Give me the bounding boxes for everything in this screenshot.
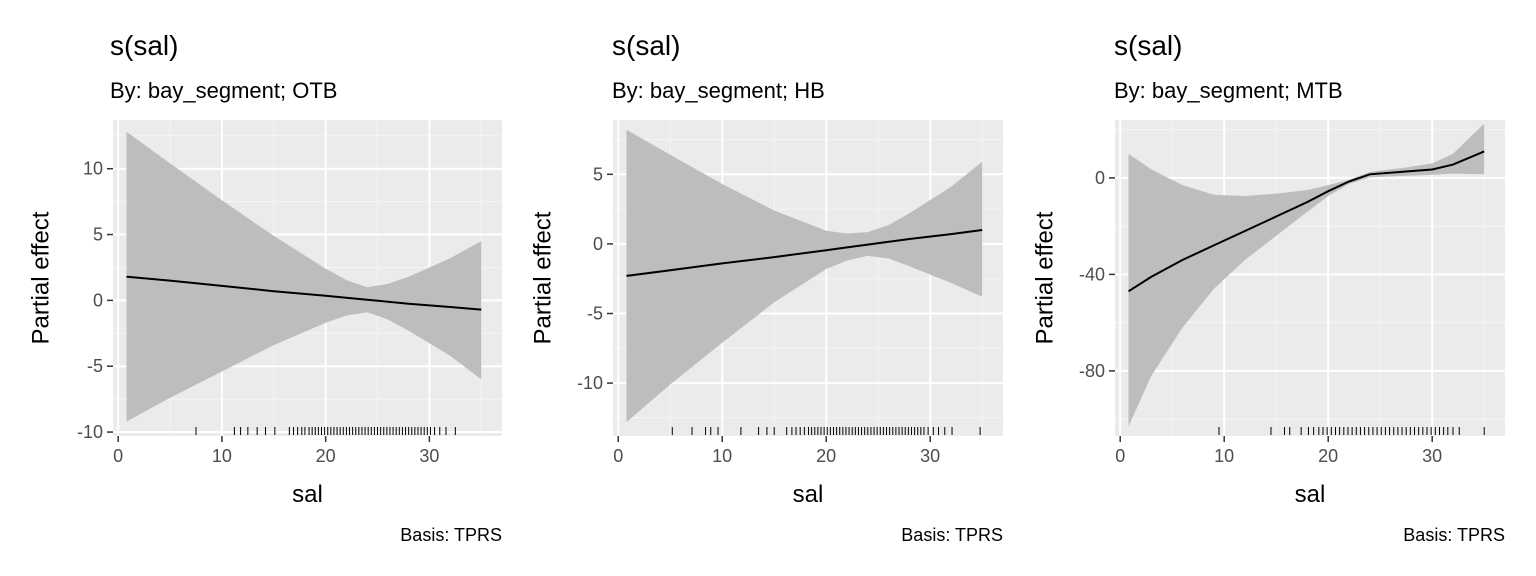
x-tick-label: 10 <box>712 446 732 466</box>
y-tick-label: -80 <box>1079 361 1105 381</box>
y-axis-title: Partial effect <box>1031 211 1058 344</box>
x-tick-label: 10 <box>212 446 232 466</box>
y-tick-label: 5 <box>93 225 103 245</box>
y-tick-label: 0 <box>93 290 103 310</box>
x-axis-title: sal <box>1295 481 1326 508</box>
confidence-band <box>126 131 482 422</box>
x-tick-label: 20 <box>316 446 336 466</box>
y-tick-label: 0 <box>593 234 603 254</box>
x-tick-label: 20 <box>1318 446 1338 466</box>
y-tick-label: -5 <box>87 356 103 376</box>
panel-1: 0 10 20 30 -10 -5 0 5 10 s(sal) By: bay_segment; O… <box>27 30 502 545</box>
x-tick-label: 0 <box>613 446 623 466</box>
x-tick-label: 30 <box>419 446 439 466</box>
confidence-band <box>1128 123 1485 427</box>
x-axis-title: sal <box>292 481 323 508</box>
panel-title: s(sal) <box>110 30 178 61</box>
y-axis-title: Partial effect <box>529 211 556 344</box>
x-tick-label: 0 <box>1115 446 1125 466</box>
x-tick-label: 30 <box>920 446 940 466</box>
confidence-band <box>626 129 983 423</box>
x-tick-label: 0 <box>113 446 123 466</box>
smooth-line <box>626 229 983 277</box>
panel-subtitle: By: bay_segment; MTB <box>1114 78 1343 103</box>
y-tick-label: -40 <box>1079 264 1105 284</box>
y-tick-label: -10 <box>77 422 103 442</box>
panel-caption: Basis: TPRS <box>400 525 502 545</box>
panel-3: 0 10 20 30 -80 -40 0 s(sal) By: bay_segment; MTB… <box>1031 30 1505 545</box>
smooth-line <box>1127 150 1485 293</box>
y-tick-label: -5 <box>587 303 603 323</box>
x-tick-label: 10 <box>1214 446 1234 466</box>
panel-caption: Basis: TPRS <box>901 525 1003 545</box>
panel-title: s(sal) <box>612 30 680 61</box>
x-tick-label: 20 <box>816 446 836 466</box>
y-tick-label: 0 <box>1095 168 1105 188</box>
smooth-line <box>126 275 482 311</box>
y-axis-title: Partial effect <box>27 211 54 344</box>
panel-subtitle: By: bay_segment; HB <box>612 78 825 103</box>
panel-2: 0 10 20 30 -10 -5 0 5 s(sal) By: bay_segment; HB s… <box>529 30 1003 545</box>
y-tick-label: -10 <box>577 373 603 393</box>
x-tick-label: 30 <box>1422 446 1442 466</box>
y-tick-label: 5 <box>593 164 603 184</box>
x-axis-title: sal <box>793 481 824 508</box>
panel-title: s(sal) <box>1114 30 1182 61</box>
panel-caption: Basis: TPRS <box>1403 525 1505 545</box>
y-tick-label: 10 <box>83 159 103 179</box>
panel-subtitle: By: bay_segment; OTB <box>110 78 337 103</box>
